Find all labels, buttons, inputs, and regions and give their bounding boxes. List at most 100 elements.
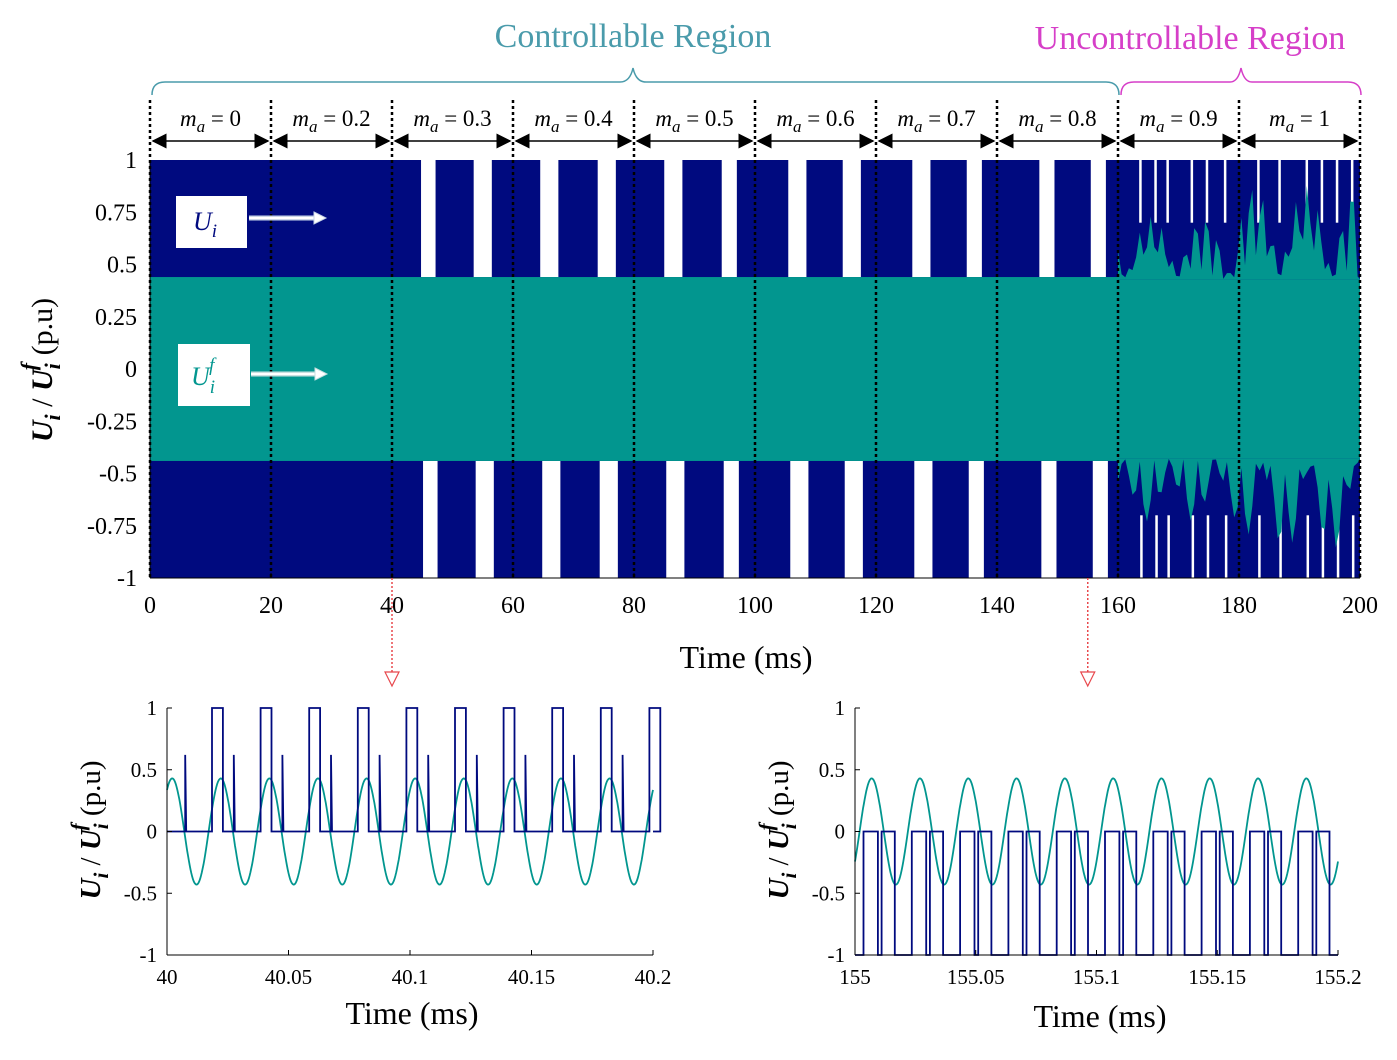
modulation-index-labels: ma = 0 ma = 0.2 ma = 0.3 ma = 0.4 ma = 0.5 ma… (151, 106, 1359, 149)
x-tick-label: 40.15 (508, 965, 555, 989)
ui-gap-top (912, 160, 931, 278)
ui-gap-top (597, 160, 616, 278)
svg-text:Ui / Uif (p.u): Ui / Uif (p.u) (16, 298, 65, 442)
ui-notch-top (1190, 160, 1194, 223)
ui-gap-top (842, 160, 861, 278)
uif-series-band-unctrl (1118, 279, 1360, 459)
y-tick-label: -0.75 (87, 514, 137, 540)
ui-gap-bottom (666, 460, 685, 578)
ui-notch-top (1335, 160, 1339, 223)
y-tick-label: 0.5 (107, 253, 137, 279)
y-tick-label: -1 (828, 943, 846, 967)
ui-notch-bottom (1279, 515, 1282, 578)
legend: Ui Uif (176, 196, 329, 406)
ui-gap-top (1090, 160, 1106, 278)
y-tick-label: -0.5 (812, 881, 845, 905)
ui-gap-top (788, 160, 807, 278)
ma-label: ma = 0.7 (897, 106, 975, 136)
uncontrollable-region-label: Uncontrollable Region (1035, 20, 1346, 57)
y-tick-label: 1 (147, 696, 158, 720)
x-tick-label: 20 (259, 593, 283, 619)
ui-notch-bottom (1258, 515, 1261, 578)
x-tick-label: 155 (839, 965, 871, 989)
ui-pulse-line (855, 830, 1338, 956)
zoom2-plot-area (854, 777, 1339, 956)
x-tick-label: 180 (1221, 593, 1257, 619)
zoom-chart-40ms: 40 40.05 40.1 40.15 40.2 1 0.5 0 -0.5 -1 Time (ms… (66, 696, 671, 1031)
ma-label: ma = 0.4 (534, 106, 613, 136)
ui-gap-bottom (423, 460, 438, 578)
ui-notch-bottom (1321, 515, 1325, 578)
ui-notch-top (1320, 160, 1324, 223)
ui-gap-top (966, 160, 982, 278)
ui-notch-bottom (1191, 515, 1195, 578)
ui-notch-top (1139, 160, 1142, 223)
y-tick-label: 1 (125, 148, 137, 174)
controllable-region-brace (151, 67, 1120, 96)
ui-notch-top (1350, 160, 1354, 223)
zoom-marker-arrowhead (384, 671, 400, 688)
ui-notch-bottom (1155, 515, 1158, 578)
uif-sine-line (166, 777, 654, 886)
main-y-axis-title: Ui / Uif (p.u) (16, 298, 65, 442)
x-tick-label: 200 (1342, 593, 1378, 619)
x-tick-label: 0 (144, 593, 156, 619)
x-tick-label: 155.05 (947, 965, 1005, 989)
ma-label: ma = 0.8 (1018, 106, 1096, 136)
ma-label: ma = 0.6 (776, 106, 854, 136)
x-tick-label: 40.1 (392, 965, 429, 989)
legend-uif-arrow (251, 367, 329, 381)
zoom2-axes: 155 155.05 155.1 155.15 155.2 1 0.5 0 -0.5 -1 (812, 696, 1362, 989)
ui-notch-bottom (1167, 515, 1170, 578)
x-tick-label: 140 (979, 593, 1015, 619)
legend-ui-arrow (249, 211, 328, 225)
ui-gap-top (473, 160, 492, 278)
y-tick-label: -0.5 (99, 462, 137, 488)
ma-label: ma = 0.9 (1139, 106, 1217, 136)
ma-label: ma = 0 (180, 106, 241, 136)
x-tick-label: 155.2 (1314, 965, 1361, 989)
ui-gap-top (540, 160, 559, 278)
ui-gap-top (421, 160, 436, 278)
ui-gap-bottom (542, 460, 561, 578)
legend-ui-box (176, 196, 247, 248)
ma-label: ma = 0.2 (292, 106, 370, 136)
x-tick-label: 40.05 (265, 965, 312, 989)
x-tick-label: 155.1 (1073, 965, 1120, 989)
y-tick-label: 0.5 (819, 758, 845, 782)
uif-sine-line (854, 777, 1339, 886)
main-axes: 0 20 40 60 80 100 120 140 160 180 20010.750.50.250… (87, 148, 1378, 619)
ui-gap-top (664, 160, 683, 278)
uif-spikes-top (1118, 185, 1360, 280)
x-tick-label: 40.2 (635, 965, 672, 989)
svg-text:Ui / Uif (p.u): Ui / Uif (p.u) (66, 761, 113, 900)
ui-gap-bottom (1092, 460, 1108, 578)
zoom-markers (384, 578, 1096, 688)
main-chart: 0 20 40 60 80 100 120 140 160 180 20010.750.50.250… (16, 100, 1378, 675)
legend-uif-box (178, 344, 250, 406)
ui-gap-bottom (723, 460, 739, 578)
ui-notch-top (1257, 160, 1260, 223)
svg-text:Ui / Uif (p.u): Ui / Uif (p.u) (754, 761, 801, 900)
ui-notch-bottom (1336, 515, 1340, 578)
ui-gap-top (721, 160, 737, 278)
zoom2-x-axis-title: Time (ms) (1033, 998, 1166, 1034)
ui-gap-bottom (599, 460, 618, 578)
y-tick-label: 0.25 (95, 305, 137, 331)
ui-notch-top (1205, 160, 1209, 223)
y-tick-label: -1 (117, 566, 137, 592)
ui-notch-bottom (1224, 515, 1228, 578)
ui-notch-bottom (1306, 515, 1310, 578)
y-tick-label: -0.25 (87, 409, 137, 435)
y-tick-label: 0 (147, 820, 158, 844)
ui-gap-bottom (844, 460, 863, 578)
ui-notch-bottom (1140, 515, 1143, 578)
x-tick-label: 80 (622, 593, 646, 619)
ui-notch-top (1223, 160, 1227, 223)
uncontrollable-region-brace (1120, 67, 1362, 96)
ui-gap-bottom (475, 460, 494, 578)
zoom-marker-arrowhead (1079, 671, 1096, 688)
legend-ui-label: Ui (193, 207, 217, 242)
main-x-axis-title: Time (ms) (679, 639, 812, 675)
